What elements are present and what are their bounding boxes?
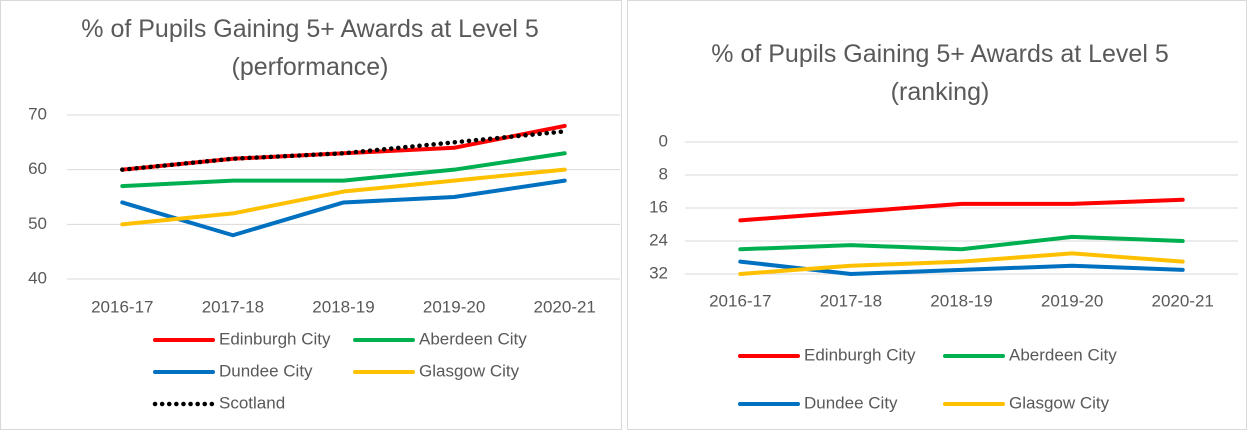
x-tick-label: 2019-20: [1041, 291, 1103, 310]
x-tick-label: 2017-18: [202, 297, 264, 316]
series-line: [120, 167, 567, 227]
x-tick-label: 2016-17: [709, 291, 771, 310]
series-line: [738, 234, 1185, 252]
legend-label: Glasgow City: [1009, 393, 1110, 412]
y-tick-label: 32: [649, 263, 668, 282]
x-tick-label: 2016-17: [91, 297, 153, 316]
legend-label: Aberdeen City: [419, 329, 527, 348]
x-tick-label: 2018-19: [312, 297, 374, 316]
x-tick-label: 2020-21: [534, 297, 596, 316]
y-tick-label: 0: [659, 131, 668, 150]
y-tick-label: 24: [649, 230, 668, 249]
y-tick-label: 70: [28, 104, 47, 123]
x-tick-label: 2020-21: [1152, 291, 1214, 310]
y-tick-label: 50: [28, 214, 47, 233]
legend-label: Edinburgh City: [219, 329, 331, 348]
x-tick-label: 2019-20: [423, 297, 485, 316]
legend-label: Edinburgh City: [804, 345, 916, 364]
y-tick-label: 16: [649, 197, 668, 216]
x-tick-label: 2018-19: [930, 291, 992, 310]
series-line: [120, 151, 567, 189]
y-tick-label: 60: [28, 159, 47, 178]
x-tick-label: 2017-18: [820, 291, 882, 310]
legend-label: Glasgow City: [419, 361, 520, 380]
legend-label: Aberdeen City: [1009, 345, 1117, 364]
series-line: [738, 197, 1185, 223]
legend-label: Dundee City: [804, 393, 898, 412]
y-tick-label: 8: [659, 164, 668, 183]
chart-title: % of Pupils Gaining 5+ Awards at Level 5…: [81, 15, 539, 81]
chart-title: % of Pupils Gaining 5+ Awards at Level 5…: [711, 40, 1169, 106]
y-tick-label: 40: [28, 268, 47, 287]
series-line: [738, 251, 1185, 276]
legend-label: Scotland: [219, 393, 285, 412]
legend-label: Dundee City: [219, 361, 313, 380]
series-line: [120, 129, 567, 172]
series-line: [120, 178, 567, 238]
